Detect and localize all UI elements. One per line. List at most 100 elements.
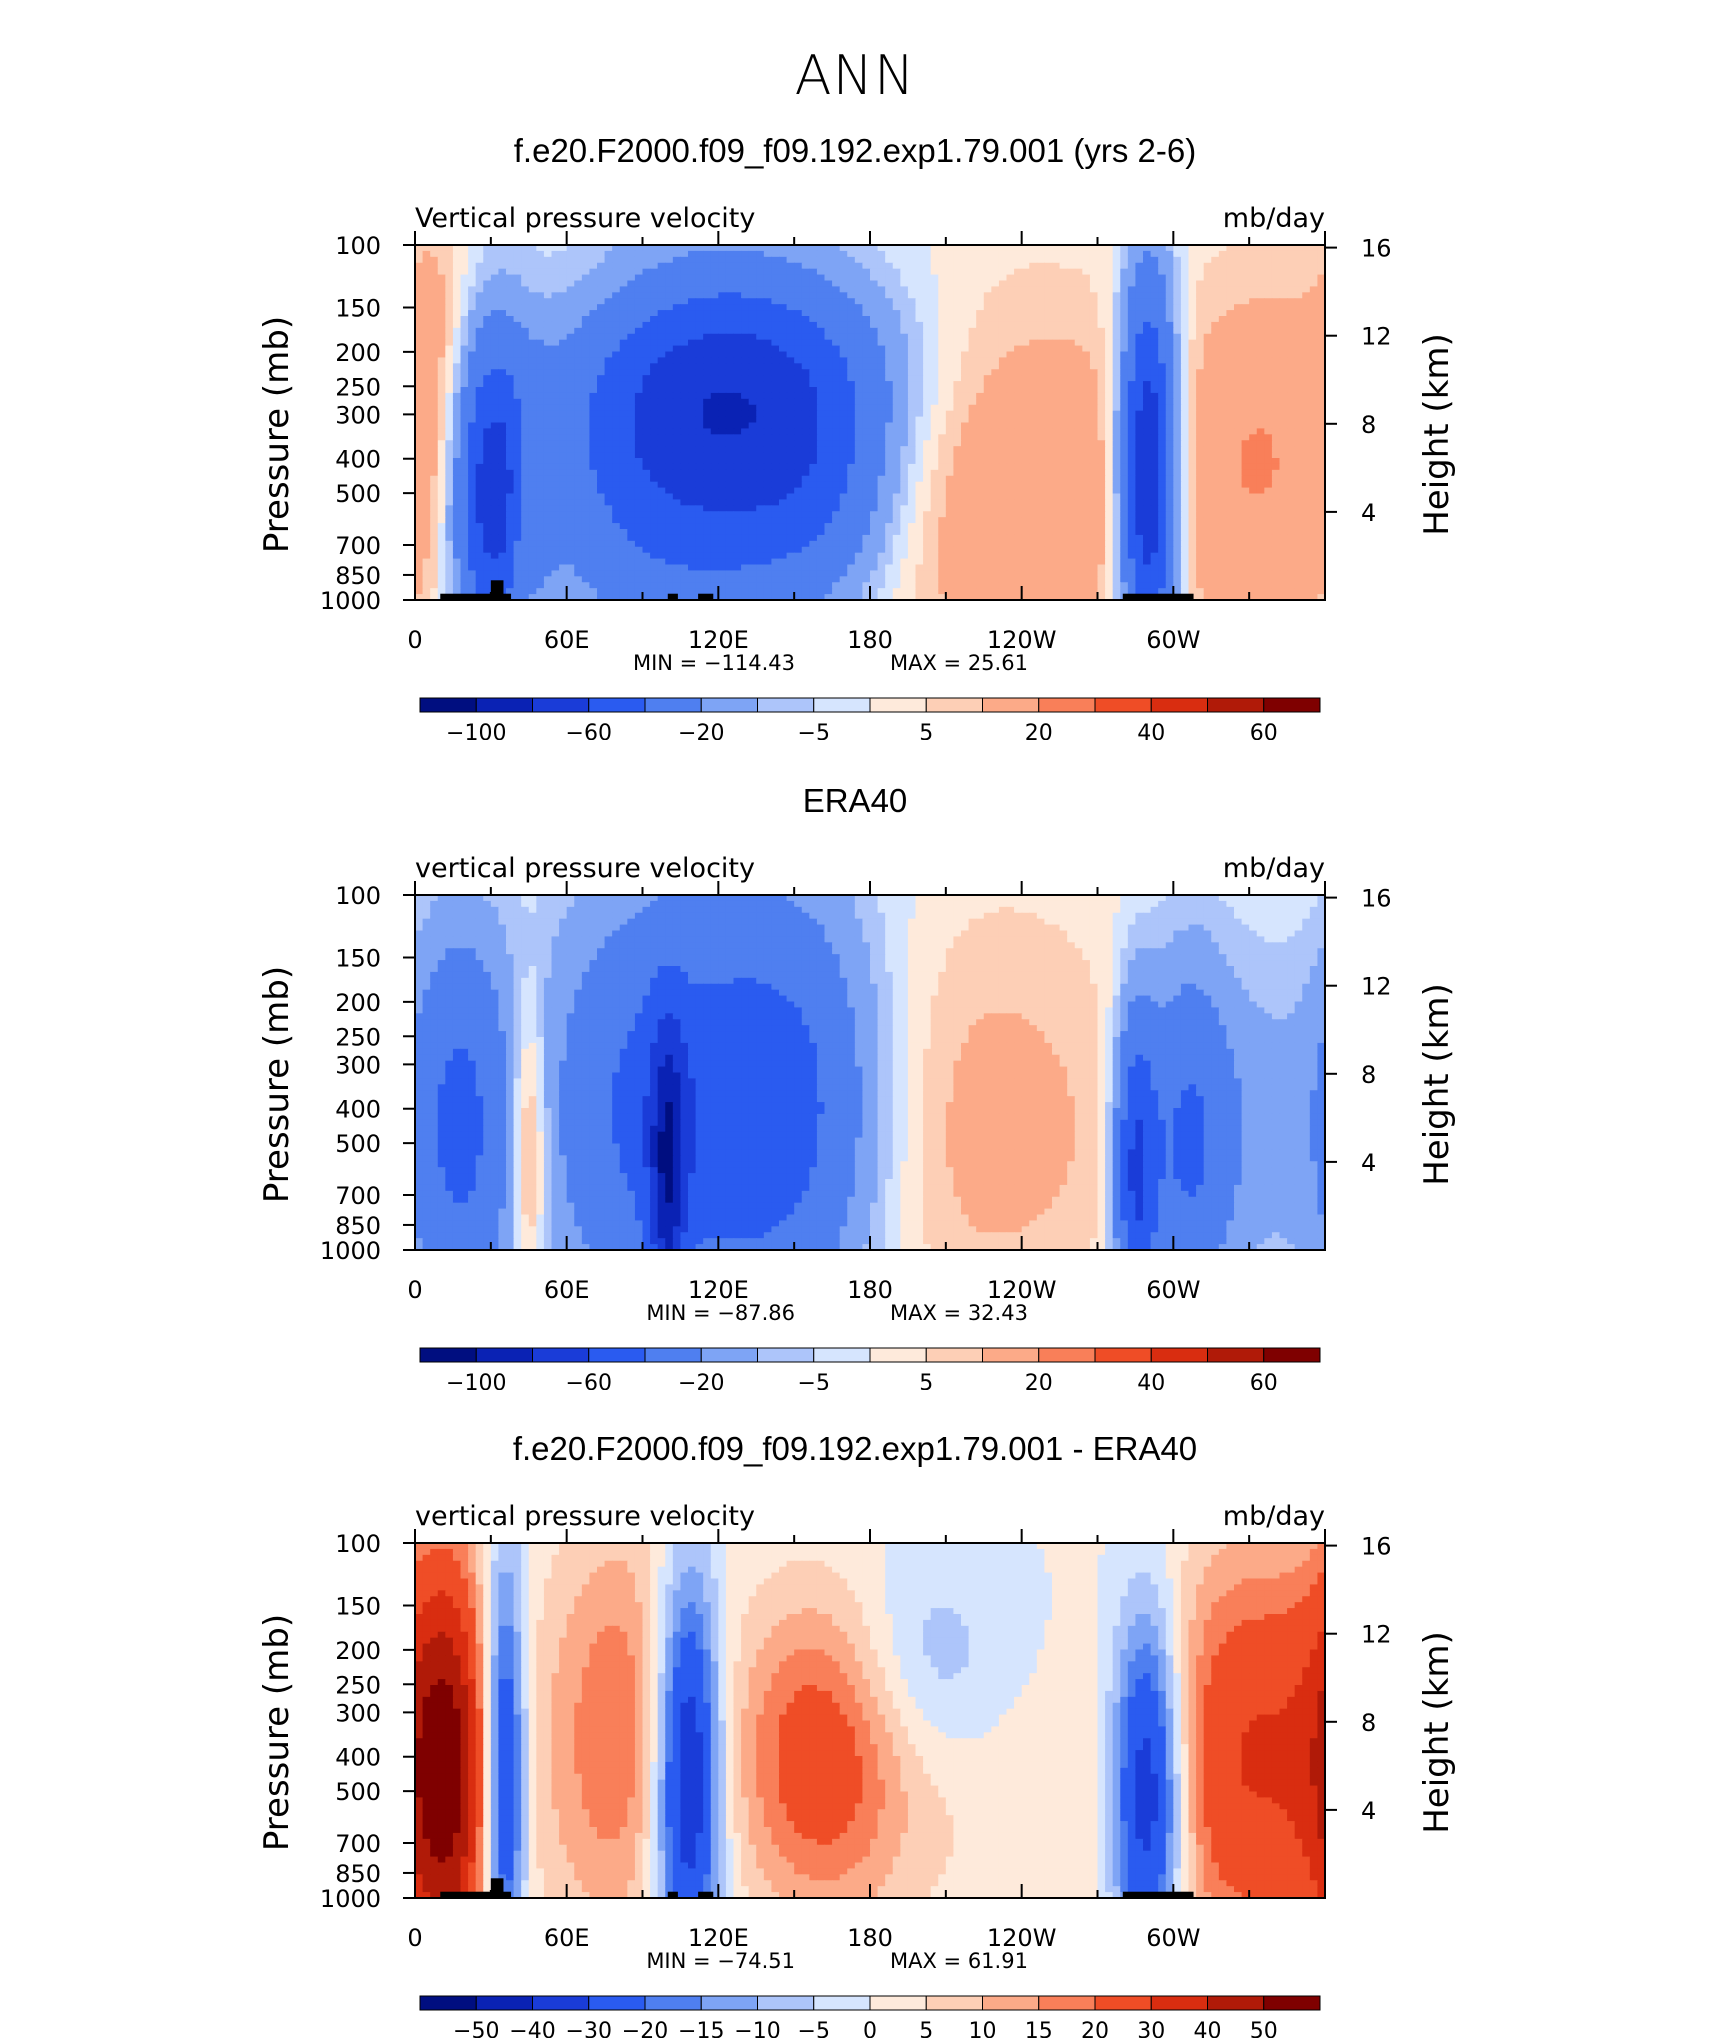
- field-cell: [1294, 422, 1303, 430]
- field-cell: [1241, 398, 1250, 406]
- field-cell: [1089, 475, 1099, 483]
- field-cell: [907, 351, 917, 359]
- field-cell: [604, 369, 613, 376]
- field-cell: [415, 286, 424, 293]
- field-cell: [490, 304, 500, 311]
- field-cell: [1006, 446, 1015, 453]
- field-cell: [998, 416, 1008, 424]
- field-cell: [847, 268, 856, 276]
- field-cell: [801, 434, 810, 441]
- field-cell: [961, 345, 970, 353]
- field-cell: [1226, 375, 1235, 382]
- field-cell: [1006, 410, 1015, 418]
- field-cell: [1287, 274, 1296, 282]
- field-cell: [650, 327, 659, 335]
- field-cell: [521, 327, 530, 335]
- field-cell: [452, 487, 462, 495]
- field-cell: [923, 363, 932, 370]
- field-cell: [574, 422, 583, 430]
- field-cell: [1249, 333, 1258, 341]
- field-cell: [506, 481, 515, 489]
- field-cell: [1165, 298, 1174, 305]
- field-cell: [801, 422, 810, 430]
- field-cell: [877, 286, 886, 293]
- field-cell: [1143, 369, 1152, 376]
- field-cell: [634, 428, 644, 435]
- field-cell: [1180, 446, 1190, 453]
- field-cell: [566, 404, 575, 412]
- field-cell: [1021, 327, 1030, 335]
- field-cell: [991, 434, 1000, 441]
- field-cell: [1264, 274, 1273, 282]
- field-cell: [551, 416, 560, 424]
- field-cell: [627, 387, 636, 394]
- field-cell: [885, 469, 894, 477]
- field-cell: [1218, 304, 1228, 311]
- field-cell: [498, 410, 507, 418]
- field-cell: [619, 375, 628, 382]
- field-cell: [1127, 446, 1137, 453]
- field-cell: [756, 398, 765, 406]
- field-cell: [923, 262, 932, 270]
- field-cell: [513, 452, 522, 459]
- field-cell: [1112, 458, 1121, 465]
- field-cell: [612, 268, 621, 276]
- field-cell: [650, 256, 659, 264]
- field-cell: [885, 339, 894, 347]
- field-cell: [506, 440, 515, 447]
- field-cell: [1082, 481, 1091, 489]
- field-cell: [1180, 351, 1190, 359]
- field-cell: [1120, 292, 1129, 299]
- field-cell: [1143, 422, 1152, 430]
- field-cell: [892, 404, 901, 412]
- field-cell: [468, 327, 477, 335]
- field-cell: [1302, 398, 1311, 406]
- field-cell: [923, 434, 932, 441]
- field-cell: [983, 339, 992, 347]
- field-cell: [490, 487, 500, 495]
- field-cell: [938, 280, 947, 288]
- field-cell: [627, 398, 636, 406]
- field-cell: [452, 469, 462, 477]
- field-cell: [816, 381, 826, 388]
- field-cell: [824, 274, 833, 282]
- field-cell: [430, 310, 439, 317]
- field-cell: [1218, 321, 1228, 329]
- field-cell: [1180, 268, 1190, 276]
- field-cell: [854, 298, 864, 305]
- field-cell: [1067, 333, 1076, 341]
- field-cell: [1241, 363, 1250, 370]
- field-cell: [1302, 298, 1311, 305]
- field-cell: [604, 422, 613, 430]
- field-cell: [536, 481, 545, 489]
- field-cell: [574, 304, 583, 311]
- field-cell: [1241, 256, 1250, 264]
- field-cell: [779, 274, 788, 282]
- field-cell: [1294, 250, 1303, 258]
- field-cell: [779, 487, 788, 495]
- field-cell: [634, 310, 644, 317]
- field-cell: [1287, 410, 1296, 418]
- field-cell: [748, 369, 757, 376]
- field-cell: [1234, 357, 1243, 364]
- field-cell: [809, 487, 818, 495]
- field-cell: [1036, 280, 1046, 288]
- field-cell: [437, 357, 446, 364]
- field-cell: [930, 392, 939, 400]
- field-cell: [870, 280, 879, 288]
- field-cell: [551, 333, 560, 341]
- field-cell: [1143, 363, 1152, 370]
- field-cell: [1264, 416, 1273, 424]
- field-cell: [1036, 404, 1046, 412]
- field-cell: [1249, 387, 1258, 394]
- field-cell: [923, 392, 932, 400]
- field-cell: [945, 469, 955, 477]
- field-cell: [945, 458, 955, 465]
- field-cell: [422, 392, 431, 400]
- field-cell: [741, 245, 750, 252]
- field-cell: [1256, 475, 1265, 483]
- field-cell: [725, 310, 735, 317]
- field-cell: [763, 410, 773, 418]
- field-cell: [543, 339, 553, 347]
- field-cell: [634, 487, 644, 495]
